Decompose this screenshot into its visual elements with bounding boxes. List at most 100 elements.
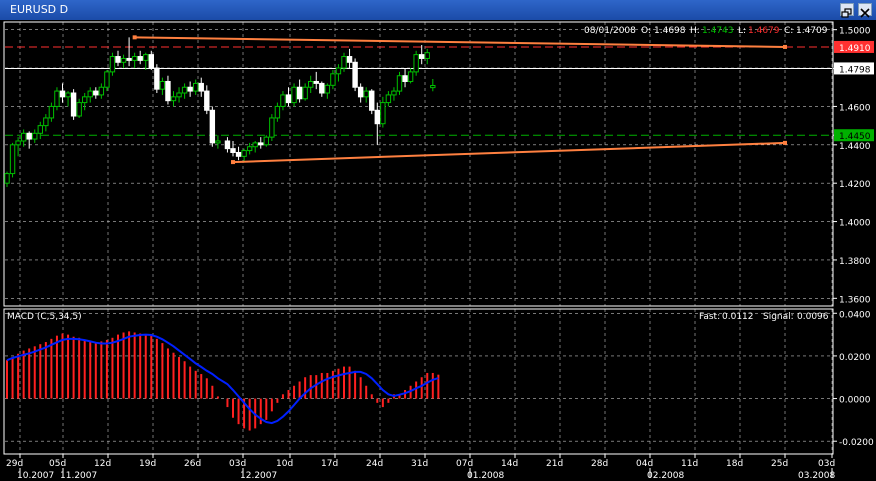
candle-body[interactable] [76,102,82,117]
candle-body[interactable] [148,54,155,69]
candle-body[interactable] [241,150,247,157]
candle-body[interactable] [330,73,336,86]
candle-body[interactable] [280,94,286,107]
candle-body[interactable] [159,80,166,90]
candle-body[interactable] [308,80,314,88]
candle-body[interactable] [263,136,270,146]
candle-body[interactable] [230,148,236,153]
candle-body[interactable] [93,90,99,96]
trendline-anchor[interactable] [783,140,787,145]
candle-body[interactable] [224,140,231,150]
time-axis-day-label: 03d [229,459,246,469]
candle-body[interactable] [9,144,16,175]
candle-body[interactable] [319,82,325,94]
candle-body[interactable] [120,57,127,63]
candle-body[interactable] [109,56,116,73]
candle-body[interactable] [296,86,303,100]
candle-body[interactable] [380,102,386,125]
lower-trendline[interactable] [232,141,786,164]
candle-body[interactable] [198,82,204,92]
restore-window-button[interactable] [840,3,854,18]
candle-body[interactable] [131,56,138,61]
candle-body[interactable] [341,56,347,69]
candle-body[interactable] [235,151,242,157]
resistance-price-tag-bg [834,40,874,53]
candle-body[interactable] [396,75,403,92]
time-axis-month-label: 12.2007 [240,471,277,481]
candle-body[interactable] [402,75,408,82]
candle-body[interactable] [15,140,21,146]
candle-body[interactable] [413,54,419,73]
window-title-bar[interactable]: EURUSD D [0,0,876,20]
candle-body[interactable] [252,142,258,148]
time-axis-day-label: 25d [771,459,788,469]
candle-body[interactable] [407,71,414,82]
trendline-anchor[interactable] [132,35,137,40]
candle-body[interactable] [48,105,55,119]
candle-body[interactable] [126,57,132,61]
candle-body[interactable] [54,90,60,107]
candle-body[interactable] [246,146,253,152]
candle-body[interactable] [352,61,358,88]
candle-body[interactable] [209,109,216,144]
candle-body[interactable] [374,109,381,125]
candle-body[interactable] [98,86,105,96]
candle-body[interactable] [37,125,43,134]
candle-body[interactable] [143,54,149,61]
candle-body[interactable] [363,90,369,98]
trendlines[interactable] [132,35,787,165]
candle-body[interactable] [65,92,71,98]
candle-body[interactable] [26,132,32,140]
candle-body[interactable] [87,90,93,98]
price-axis-label: 1.3600 [839,295,871,305]
candle-body[interactable] [391,90,397,96]
candle-body[interactable] [424,52,430,59]
candle-body[interactable] [4,173,10,184]
macd-signal-line[interactable] [6,333,439,425]
trendline-anchor[interactable] [783,44,787,49]
candle-body[interactable] [269,117,275,138]
candle-body[interactable] [357,86,364,98]
close-window-button[interactable] [858,3,872,18]
candle-body[interactable] [302,86,308,100]
candle-body[interactable] [82,96,88,104]
candle-body[interactable] [291,86,297,104]
macd-panel[interactable]: 0.0400 0.0200 0.0000 -0.0200 MACD (C,5,34,5… [3,308,874,455]
candle-body[interactable] [204,90,210,111]
candle-body[interactable] [20,132,27,142]
candle-body[interactable] [419,54,425,59]
candles[interactable] [4,37,436,188]
ohlc-high-label: H: [690,26,700,36]
candle-body[interactable] [154,67,160,90]
candle-body[interactable] [165,80,171,102]
candle-body[interactable] [385,94,392,104]
candle-body[interactable] [59,90,66,98]
candle-body[interactable] [346,56,353,63]
candle-body[interactable] [32,132,38,140]
candle-body[interactable] [70,92,77,117]
candle-body[interactable] [430,85,436,89]
candle-body[interactable] [324,84,331,94]
candle-body[interactable] [137,56,143,61]
candle-body[interactable] [43,117,49,127]
upper-trendline[interactable] [134,36,786,48]
candle-body[interactable] [115,56,121,63]
candle-body[interactable] [335,67,342,75]
candle-body[interactable] [258,142,264,146]
candle-body[interactable] [187,86,193,92]
price-axis-label: 1.3800 [839,257,871,267]
macd-fast-label: Fast: [699,312,720,322]
trendline-anchor[interactable] [231,160,235,165]
candle-body[interactable] [193,82,199,92]
candle-body[interactable] [369,90,375,111]
candle-body[interactable] [181,86,188,94]
candle-body[interactable] [104,71,110,88]
candle-body[interactable] [215,140,221,144]
candle-body[interactable] [285,94,292,104]
candle-body[interactable] [313,80,319,84]
candle-body[interactable] [170,96,177,102]
candle-body[interactable] [274,105,281,119]
candle-body[interactable] [176,92,182,98]
